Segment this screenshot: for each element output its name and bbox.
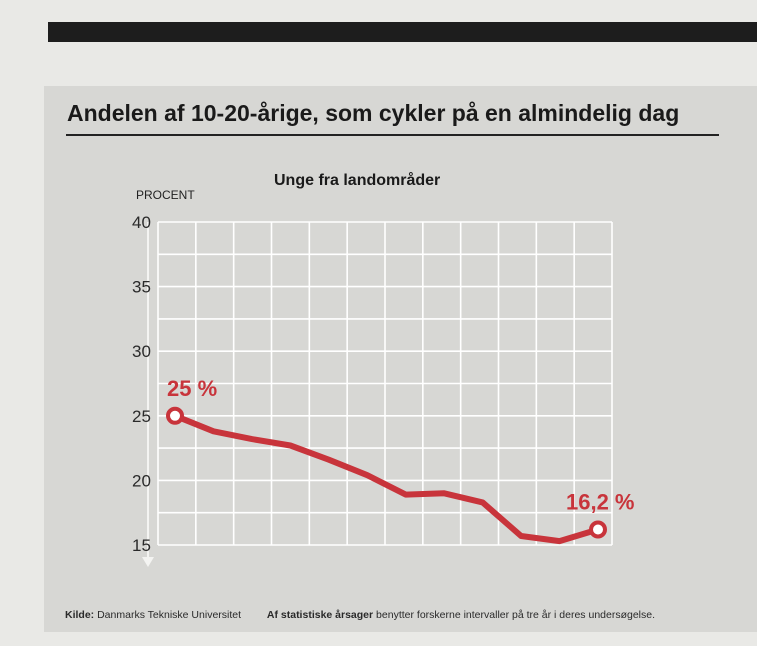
y-tick-label: 25 bbox=[132, 407, 151, 426]
y-tick-label: 40 bbox=[132, 213, 151, 232]
y-axis-label: PROCENT bbox=[136, 188, 195, 202]
y-tick-label: 20 bbox=[132, 471, 151, 490]
top-rule bbox=[48, 22, 757, 42]
chart-panel bbox=[44, 86, 757, 632]
y-tick-label: 15 bbox=[132, 536, 151, 555]
note-text: benytter forskerne intervaller på tre år… bbox=[376, 609, 656, 621]
data-label: 16,2 % bbox=[566, 489, 635, 514]
y-tick-label: 30 bbox=[132, 342, 151, 361]
chart-footer: Kilde: Danmarks Tekniske Universitet Af … bbox=[65, 609, 745, 621]
endpoint-marker bbox=[589, 520, 607, 539]
chart-title: Andelen af 10-20-årige, som cykler på en… bbox=[67, 100, 680, 126]
title-underline bbox=[66, 134, 719, 136]
y-tick-label: 35 bbox=[132, 278, 151, 297]
data-label: 25 % bbox=[167, 376, 217, 401]
series-line bbox=[172, 412, 601, 545]
endpoint-marker bbox=[166, 406, 184, 425]
note-label: Af statistiske årsager bbox=[266, 609, 374, 621]
source-text: Danmarks Tekniske Universitet bbox=[97, 609, 242, 621]
source-label: Kilde: bbox=[65, 609, 95, 621]
y-axis-arrow bbox=[142, 557, 154, 567]
chart-subtitle: Unge fra landområder bbox=[274, 172, 441, 189]
